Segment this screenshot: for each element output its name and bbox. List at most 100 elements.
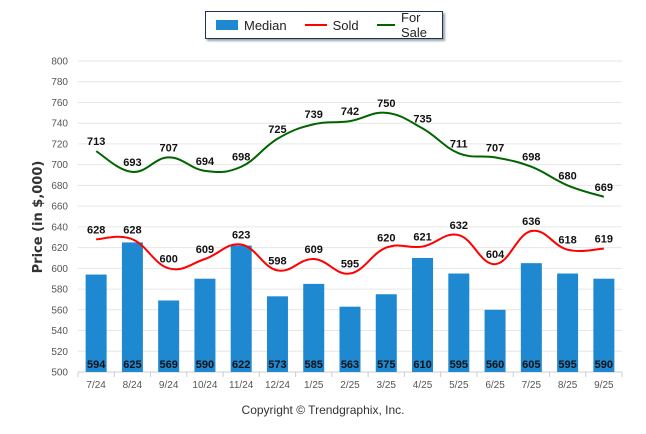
median-bar [121, 242, 143, 372]
x-tick-label: 8/24 [123, 380, 143, 391]
sold-data-label: 620 [377, 233, 395, 245]
sold-data-label: 598 [268, 255, 286, 267]
median-data-label: 605 [522, 359, 540, 371]
y-tick-label: 800 [51, 57, 68, 68]
x-tick-label: 6/25 [485, 380, 505, 391]
series-lines [95, 111, 605, 275]
sold-data-label: 619 [595, 234, 613, 246]
sold-data-label: 600 [159, 253, 177, 265]
legend-label-for-sale: For Sale [401, 10, 428, 40]
sold-data-label: 628 [123, 224, 141, 236]
for-sale-data-label: 707 [159, 142, 177, 154]
y-tick-label: 700 [51, 160, 68, 171]
median-bar [520, 263, 542, 372]
y-axis-ticks: 500 520 540 560 580 600 620 640 660 680 700 720 740 7… [51, 57, 68, 379]
sold-data-label: 621 [413, 232, 431, 244]
median-bar [557, 273, 579, 372]
y-axis-label: Price (in $,000) [31, 161, 46, 274]
median-data-label: 595 [558, 359, 576, 371]
y-tick-label: 580 [51, 285, 68, 296]
for-sale-data-label: 680 [558, 170, 576, 182]
sold-data-label: 609 [196, 244, 214, 256]
y-tick-label: 560 [51, 305, 68, 316]
x-tick-label: 1/25 [304, 380, 324, 391]
median-data-label: 560 [486, 359, 504, 371]
sold-data-label: 609 [305, 244, 323, 256]
median-bars [85, 242, 615, 372]
x-tick-label: 9/25 [594, 380, 614, 391]
median-bar [85, 274, 107, 372]
median-bar [339, 306, 361, 372]
x-tick-label: 3/25 [377, 380, 397, 391]
sold-data-label: 632 [450, 220, 468, 232]
median-data-label: 622 [232, 359, 250, 371]
for-sale-data-label: 698 [232, 152, 250, 164]
legend-item-median[interactable]: Median [216, 18, 287, 33]
y-tick-label: 780 [51, 77, 68, 88]
median-bar [484, 309, 506, 372]
y-tick-label: 760 [51, 98, 68, 109]
sold-data-label: 604 [486, 249, 505, 261]
median-data-label: 563 [341, 359, 359, 371]
for-sale-data-label: 698 [522, 152, 540, 164]
median-data-label: 573 [268, 359, 286, 371]
median-data-label: 610 [413, 359, 431, 371]
legend-item-sold[interactable]: Sold [304, 18, 359, 33]
for-sale-data-label: 725 [268, 124, 286, 136]
y-tick-label: 660 [51, 202, 68, 213]
data-labels: 594 625 569 590 622 573 585 563 575 610 595 560 605 5… [87, 98, 613, 371]
x-tick-label: 8/25 [558, 380, 578, 391]
y-tick-label: 520 [51, 347, 68, 358]
for-sale-data-label: 750 [377, 98, 395, 110]
median-swatch-icon [216, 20, 238, 30]
for-sale-data-label: 735 [413, 113, 431, 125]
median-bar [593, 278, 615, 372]
median-data-label: 569 [159, 359, 177, 371]
for-sale-data-label: 742 [341, 106, 359, 118]
sold-line [96, 229, 604, 275]
median-data-label: 575 [377, 359, 395, 371]
for-sale-data-label: 694 [196, 156, 215, 168]
for-sale-data-label: 669 [595, 182, 613, 194]
median-data-label: 590 [196, 359, 214, 371]
legend-label-median: Median [244, 17, 287, 33]
x-tick-label: 9/24 [159, 380, 179, 391]
x-tick-label: 7/25 [522, 380, 542, 391]
sold-data-label: 636 [522, 216, 540, 228]
for-sale-data-label: 739 [305, 109, 323, 121]
sold-data-label: 623 [232, 229, 250, 241]
median-data-label: 625 [123, 359, 141, 371]
median-bar [266, 296, 288, 372]
y-tick-label: 740 [51, 119, 68, 130]
sold-data-label: 628 [87, 224, 105, 236]
x-axis-ticks: 7/24 8/24 9/24 10/24 11/24 12/24 1/25 2/25 3/25 4… [77, 372, 623, 391]
x-tick-label: 4/25 [413, 380, 433, 391]
y-tick-label: 540 [51, 326, 68, 337]
median-data-label: 590 [595, 359, 613, 371]
median-bar [375, 294, 397, 372]
x-tick-label: 10/24 [192, 380, 217, 391]
median-bar [412, 257, 434, 372]
for-sale-line [95, 111, 605, 198]
sold-data-label: 618 [558, 235, 576, 247]
median-bar [230, 245, 252, 372]
x-tick-label: 11/24 [229, 380, 254, 391]
median-data-label: 594 [87, 359, 106, 371]
median-data-label: 585 [305, 359, 323, 371]
x-tick-label: 2/25 [340, 380, 360, 391]
legend: Median Sold For Sale [205, 10, 443, 40]
median-bar [194, 278, 216, 372]
y-tick-label: 640 [51, 222, 68, 233]
y-tick-label: 500 [51, 368, 68, 379]
median-bar [448, 273, 470, 372]
median-bar [158, 300, 180, 372]
y-tick-label: 600 [51, 264, 68, 275]
y-tick-label: 620 [51, 243, 68, 254]
for-sale-data-label: 713 [87, 136, 105, 148]
for-sale-swatch-icon [376, 24, 396, 26]
legend-item-for-sale[interactable]: For Sale [376, 10, 442, 40]
y-tick-label: 720 [51, 139, 68, 150]
for-sale-data-label: 693 [123, 157, 141, 169]
x-tick-label: 12/24 [265, 380, 290, 391]
